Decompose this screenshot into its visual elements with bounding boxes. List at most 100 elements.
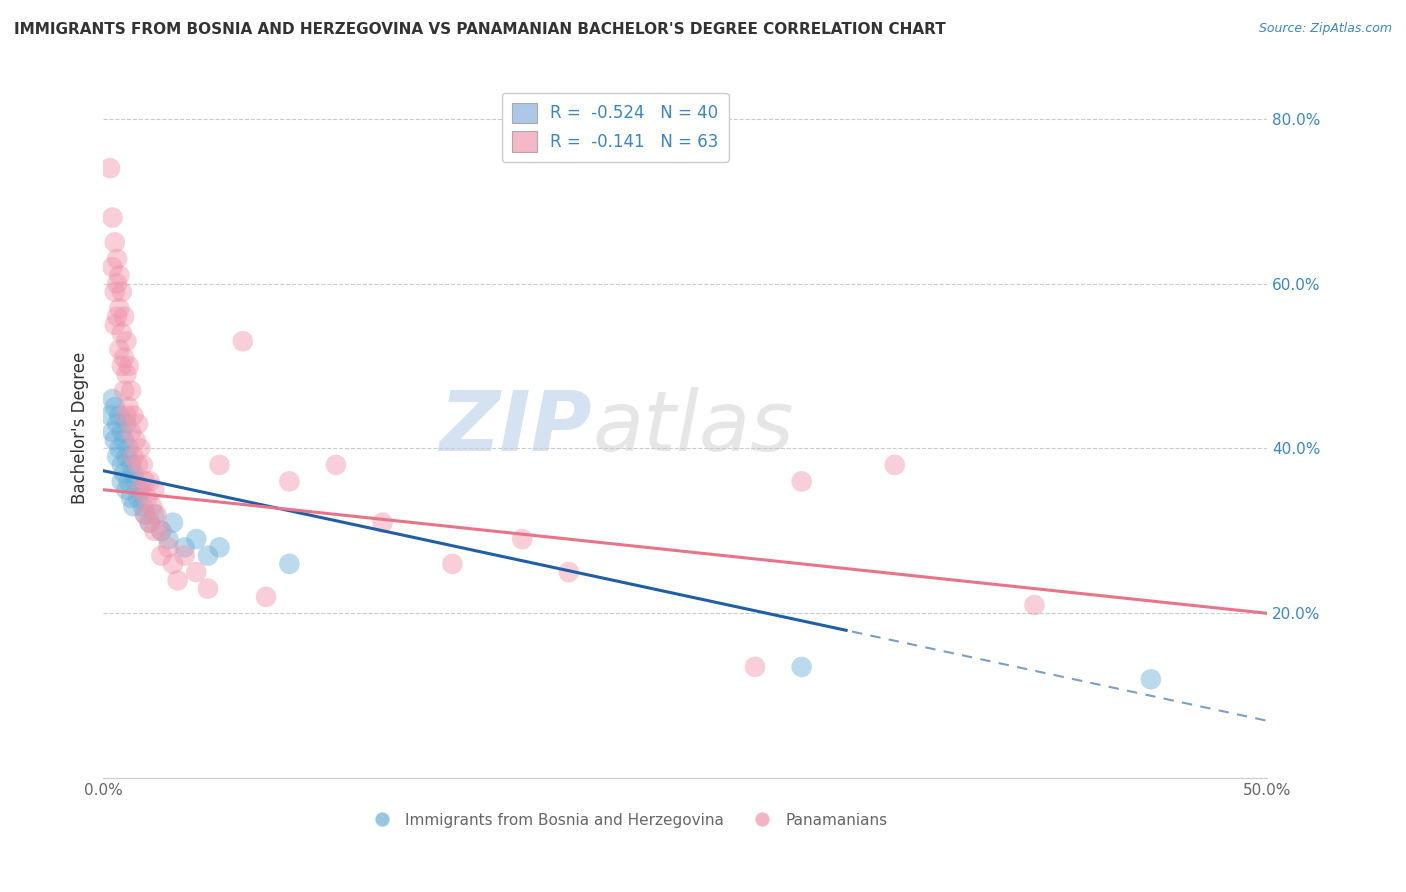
Point bbox=[108, 301, 131, 316]
Point bbox=[325, 458, 347, 472]
Point bbox=[118, 401, 141, 415]
Point bbox=[112, 351, 135, 365]
Point bbox=[129, 442, 152, 456]
Point bbox=[122, 450, 145, 464]
Point bbox=[208, 541, 231, 555]
Point bbox=[108, 442, 131, 456]
Point bbox=[115, 450, 138, 464]
Point bbox=[125, 433, 148, 447]
Point bbox=[115, 334, 138, 349]
Point bbox=[101, 392, 124, 406]
Point bbox=[441, 557, 464, 571]
Point bbox=[111, 285, 134, 299]
Point bbox=[108, 409, 131, 423]
Point bbox=[129, 483, 152, 497]
Point bbox=[558, 565, 581, 579]
Point bbox=[125, 475, 148, 489]
Point bbox=[111, 425, 134, 439]
Point bbox=[186, 532, 208, 546]
Point bbox=[101, 425, 124, 439]
Point bbox=[883, 458, 905, 472]
Point bbox=[254, 590, 277, 604]
Point bbox=[122, 409, 145, 423]
Point bbox=[104, 235, 127, 250]
Point bbox=[371, 516, 394, 530]
Point bbox=[115, 368, 138, 382]
Text: Source: ZipAtlas.com: Source: ZipAtlas.com bbox=[1258, 22, 1392, 36]
Point bbox=[134, 508, 156, 522]
Point bbox=[138, 516, 160, 530]
Y-axis label: Bachelor's Degree: Bachelor's Degree bbox=[72, 351, 89, 504]
Point bbox=[232, 334, 254, 349]
Point bbox=[150, 549, 173, 563]
Point bbox=[105, 417, 128, 431]
Point bbox=[1024, 598, 1046, 612]
Point bbox=[162, 557, 184, 571]
Point bbox=[143, 508, 166, 522]
Legend: Immigrants from Bosnia and Herzegovina, Panamanians: Immigrants from Bosnia and Herzegovina, … bbox=[361, 806, 893, 834]
Point bbox=[173, 541, 195, 555]
Point bbox=[166, 574, 188, 588]
Point bbox=[105, 450, 128, 464]
Point bbox=[278, 557, 301, 571]
Point bbox=[143, 483, 166, 497]
Point bbox=[208, 458, 231, 472]
Point bbox=[150, 524, 173, 538]
Point bbox=[790, 660, 813, 674]
Point bbox=[197, 549, 219, 563]
Point bbox=[138, 475, 160, 489]
Point bbox=[173, 549, 195, 563]
Point bbox=[105, 252, 128, 266]
Point bbox=[510, 532, 533, 546]
Point bbox=[101, 260, 124, 274]
Point bbox=[111, 326, 134, 340]
Point bbox=[127, 458, 149, 472]
Point bbox=[108, 268, 131, 283]
Point bbox=[115, 409, 138, 423]
Point bbox=[118, 442, 141, 456]
Point bbox=[162, 516, 184, 530]
Point bbox=[197, 582, 219, 596]
Point bbox=[186, 565, 208, 579]
Point bbox=[150, 524, 173, 538]
Point bbox=[104, 433, 127, 447]
Text: ZIP: ZIP bbox=[440, 387, 592, 468]
Point bbox=[98, 161, 121, 175]
Point bbox=[111, 458, 134, 472]
Text: atlas: atlas bbox=[592, 387, 794, 468]
Point bbox=[134, 475, 156, 489]
Point bbox=[120, 384, 142, 398]
Point bbox=[120, 425, 142, 439]
Point bbox=[112, 310, 135, 324]
Point bbox=[104, 318, 127, 332]
Point bbox=[129, 483, 152, 497]
Point bbox=[145, 508, 167, 522]
Point bbox=[115, 417, 138, 431]
Point bbox=[120, 491, 142, 505]
Point bbox=[132, 499, 155, 513]
Point bbox=[122, 466, 145, 480]
Point bbox=[1140, 673, 1163, 687]
Point bbox=[112, 466, 135, 480]
Point bbox=[108, 343, 131, 357]
Point bbox=[136, 491, 159, 505]
Point bbox=[138, 516, 160, 530]
Point bbox=[118, 359, 141, 373]
Point bbox=[98, 409, 121, 423]
Point bbox=[157, 532, 180, 546]
Point bbox=[104, 285, 127, 299]
Point bbox=[101, 211, 124, 225]
Point bbox=[111, 475, 134, 489]
Text: IMMIGRANTS FROM BOSNIA AND HERZEGOVINA VS PANAMANIAN BACHELOR'S DEGREE CORRELATI: IMMIGRANTS FROM BOSNIA AND HERZEGOVINA V… bbox=[14, 22, 946, 37]
Point bbox=[122, 499, 145, 513]
Point bbox=[120, 458, 142, 472]
Point bbox=[112, 384, 135, 398]
Point bbox=[143, 524, 166, 538]
Point bbox=[105, 277, 128, 291]
Point bbox=[112, 433, 135, 447]
Point bbox=[127, 491, 149, 505]
Point bbox=[118, 475, 141, 489]
Point bbox=[134, 508, 156, 522]
Point bbox=[790, 475, 813, 489]
Point bbox=[115, 483, 138, 497]
